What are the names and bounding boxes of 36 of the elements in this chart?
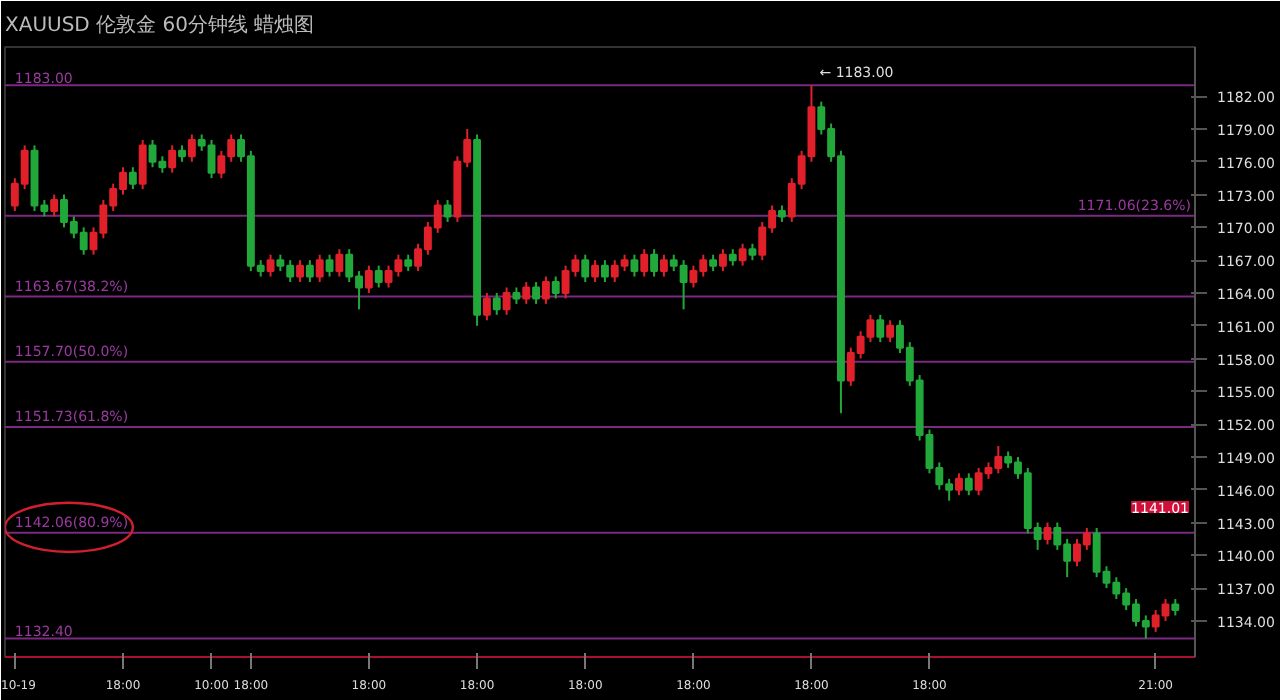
candlestick	[522, 281, 531, 305]
candlestick	[541, 275, 550, 305]
candlestick	[374, 264, 383, 289]
candlestick	[876, 313, 885, 344]
candlestick	[600, 259, 609, 284]
candlestick	[305, 259, 314, 284]
candlestick	[581, 253, 590, 284]
candlestick	[325, 253, 334, 278]
candlestick	[364, 264, 373, 294]
candlestick	[659, 253, 668, 278]
candlestick	[443, 199, 452, 223]
chart-title: XAUUSD 伦敦金 60分钟线 蜡烛图	[5, 13, 315, 37]
candlestick	[718, 248, 727, 273]
candlestick	[482, 291, 491, 322]
candlestick	[335, 248, 344, 278]
candlestick	[738, 242, 747, 267]
candlestick	[168, 144, 177, 174]
candlestick	[492, 291, 501, 316]
candlestick	[187, 133, 196, 163]
candlestick	[630, 253, 639, 278]
candlestick	[315, 253, 324, 284]
candlestick	[591, 259, 600, 284]
candlestick	[640, 248, 649, 278]
candlestick	[50, 193, 59, 218]
candlestick	[955, 472, 963, 497]
candlestick	[266, 253, 275, 278]
candlestick	[532, 281, 541, 305]
candlestick	[964, 472, 973, 497]
candlestick	[886, 319, 895, 344]
candlestick	[128, 166, 137, 191]
candlestick	[296, 259, 304, 284]
candlestick	[1043, 521, 1052, 546]
candlestick	[650, 248, 659, 278]
candlestick	[502, 286, 511, 316]
candlestick	[551, 275, 560, 300]
candlestick	[138, 138, 147, 191]
